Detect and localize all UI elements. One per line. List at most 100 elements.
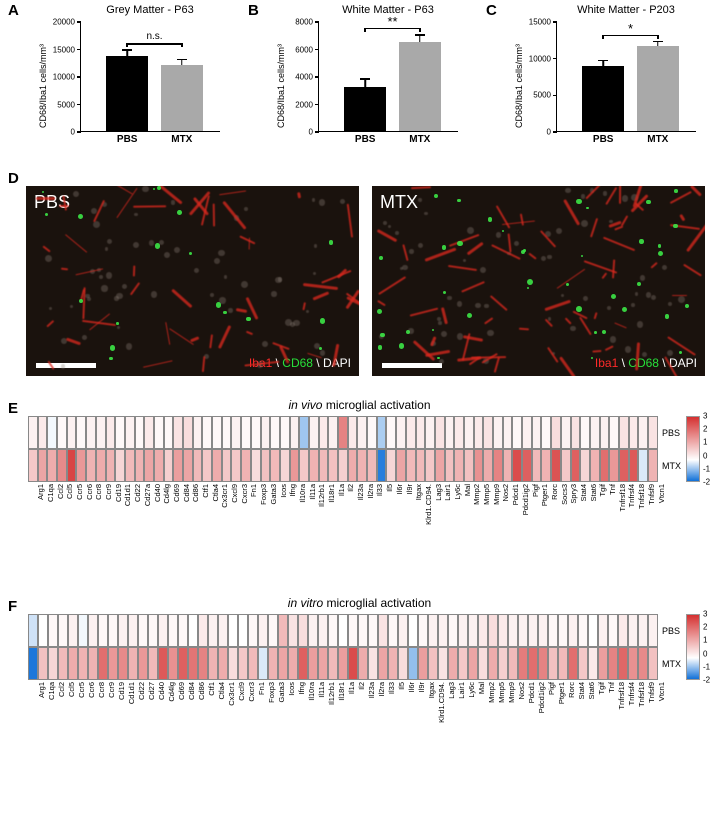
- hm-cell: [28, 647, 38, 680]
- hm-cell: [638, 647, 648, 680]
- barchart-grey-p63: Grey Matter - P6305000100001500020000PBS…: [30, 4, 240, 158]
- hm-cell: [493, 449, 503, 482]
- hm-cell: [258, 614, 268, 647]
- hm-cell: [454, 416, 464, 449]
- gene-label: Stat6: [589, 484, 598, 502]
- hm-cell: [468, 614, 478, 647]
- hm-cell: [590, 449, 600, 482]
- gene-label: Ly6c: [453, 484, 462, 500]
- hm-cell: [76, 416, 86, 449]
- gene-label: C1qa: [46, 484, 55, 502]
- hm-cell: [288, 614, 298, 647]
- hm-cell: [308, 647, 318, 680]
- hm-cell: [548, 647, 558, 680]
- hm-cell: [588, 614, 598, 647]
- gene-label: Stat6: [587, 682, 596, 700]
- hm-cell: [47, 449, 57, 482]
- hm-cell: [357, 449, 367, 482]
- hm-cell: [416, 449, 426, 482]
- hm-cell: [474, 416, 484, 449]
- gene-label: Il5: [397, 682, 406, 690]
- hm-cell: [386, 416, 396, 449]
- hm-cell: [483, 449, 493, 482]
- hm-cell: [367, 416, 377, 449]
- scalebar: [382, 363, 442, 368]
- hm-cell: [648, 449, 658, 482]
- gene-label: Stat4: [579, 484, 588, 502]
- hm-cell: [618, 647, 628, 680]
- gene-label: Il9r: [417, 682, 426, 692]
- gene-label: Il23a: [356, 484, 365, 500]
- hm-cell: [144, 449, 154, 482]
- hm-cell: [270, 416, 280, 449]
- hm-cell: [396, 416, 406, 449]
- gene-label: Mal: [477, 682, 486, 694]
- gene-label: Icos: [279, 484, 288, 498]
- panel-label-a: A: [8, 2, 19, 19]
- hm-cell: [108, 614, 118, 647]
- hm-cell: [164, 449, 174, 482]
- hm-cell: [568, 647, 578, 680]
- gene-label: Tnfrsf18: [618, 484, 627, 512]
- hm-cell: [138, 614, 148, 647]
- bar-mtx: [637, 46, 679, 131]
- gene-label: Cd40: [157, 682, 166, 700]
- bar-mtx: [399, 42, 441, 131]
- gene-label: Itgax: [414, 484, 423, 500]
- hm-cell: [498, 647, 508, 680]
- hm-cell: [598, 614, 608, 647]
- heatmap-f-title: in vitro microglial activation: [0, 596, 719, 610]
- hm-cell: [248, 614, 258, 647]
- gene-label: Il18r1: [327, 484, 336, 503]
- gene-label: Ctla4: [211, 484, 220, 502]
- hm-cell: [88, 614, 98, 647]
- gene-label: Il1a: [347, 682, 356, 694]
- hm-cell: [309, 449, 319, 482]
- hm-cell: [108, 647, 118, 680]
- gene-label: Cxcl9: [237, 682, 246, 701]
- hm-cell: [178, 614, 188, 647]
- gene-label: Lag3: [434, 484, 443, 501]
- gene-label: Il12rb1: [327, 682, 336, 705]
- hm-cell: [348, 416, 358, 449]
- gene-label: Il10ra: [307, 682, 316, 701]
- gene-label: Il12rb1: [317, 484, 326, 507]
- hm-cell: [338, 449, 348, 482]
- gene-label: Il10ra: [298, 484, 307, 503]
- hm-cell: [590, 416, 600, 449]
- hm-cell: [68, 614, 78, 647]
- hm-cell: [608, 614, 618, 647]
- gene-label: Il18r1: [337, 682, 346, 701]
- hm-cell: [299, 416, 309, 449]
- hm-cell: [118, 647, 128, 680]
- hm-cell: [483, 416, 493, 449]
- hm-cell: [528, 647, 538, 680]
- hm-cell: [148, 647, 158, 680]
- barchart-white-p203: White Matter - P203050001000015000PBSMTX…: [506, 4, 716, 158]
- gene-label: Mmp5: [482, 484, 491, 505]
- gene-label: Ccr9: [104, 484, 113, 500]
- gene-label: Gata3: [269, 484, 278, 504]
- hm-cell: [96, 449, 106, 482]
- hm-cell: [222, 449, 232, 482]
- gene-label: Cd19: [117, 682, 126, 700]
- hm-cell: [78, 647, 88, 680]
- hm-cell: [128, 647, 138, 680]
- gene-label: Cd22: [133, 484, 142, 502]
- hm-cell: [280, 416, 290, 449]
- gene-label: Pdcd1: [527, 682, 536, 703]
- hm-cell: [115, 449, 125, 482]
- hm-cell: [438, 647, 448, 680]
- hm-cell: [580, 416, 590, 449]
- hm-cell: [368, 647, 378, 680]
- gene-label: Pigf: [547, 682, 556, 695]
- gene-label: Il11a: [308, 484, 317, 500]
- hm-row-label: MTX: [658, 461, 681, 471]
- hm-cell: [580, 449, 590, 482]
- hm-cell: [38, 416, 48, 449]
- hm-cell: [378, 614, 388, 647]
- gene-label: Ccr5: [77, 682, 86, 698]
- hm-cell: [128, 614, 138, 647]
- gene-label: Il2ra: [377, 682, 386, 697]
- hm-cell: [629, 416, 639, 449]
